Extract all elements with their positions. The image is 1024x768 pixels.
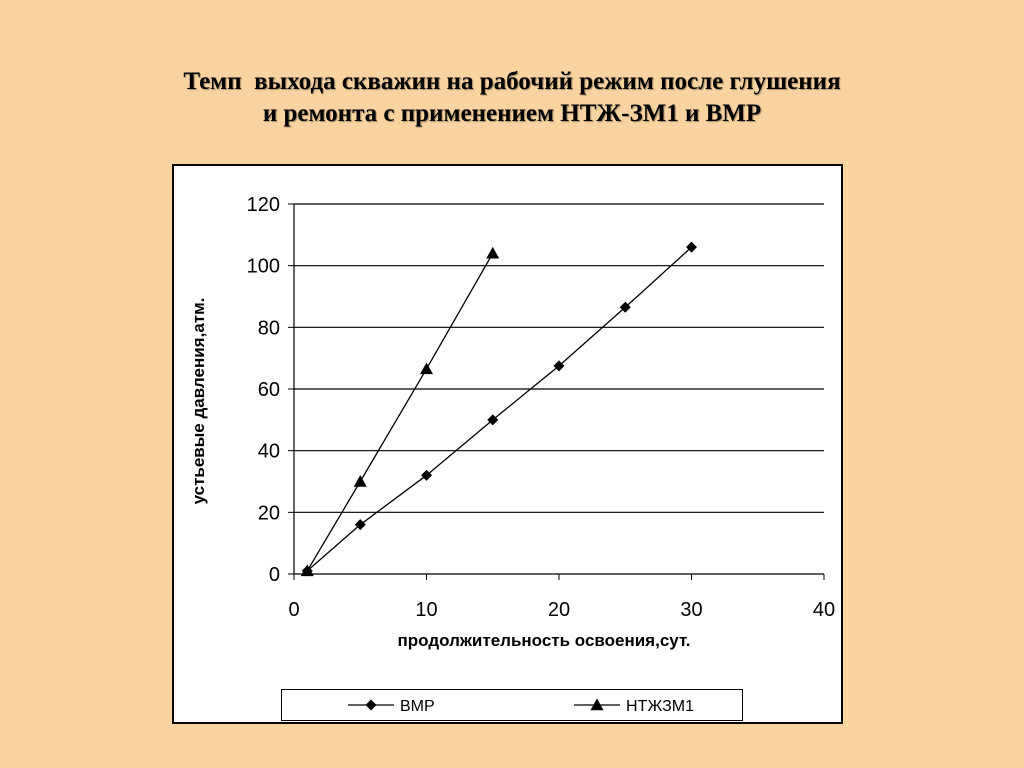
series-1-point-3 [486,246,500,259]
line-chart: 0 20 40 60 80 100 120 0 10 20 30 40 продолжительност… [189,194,835,650]
series-0-point-6 [686,241,697,253]
series-0-point-4 [553,360,565,372]
slide-title: Темп выхода скважин на рабочий режим пос… [0,66,1024,130]
legend-label-1: НТЖЗМ1 [626,698,694,715]
slide-title-line-2: и ремонта с применением НТЖ-ЗМ1 и ВМР [262,100,762,127]
series-0-point-5 [619,301,631,313]
y-tick-label-120: 120 [247,194,280,216]
series-0-point-1 [354,519,366,531]
y-tick-label-60: 60 [258,379,280,401]
series-0-line [306,246,692,572]
x-tick-label-0: 0 [288,599,299,621]
series-1-point-0 [300,564,314,577]
slide-title-line-1: Темп выхода скважин на рабочий режим пос… [183,68,841,95]
series-1-point-1 [353,475,367,487]
y-tick-label-0: 0 [269,564,280,586]
series-layer [300,241,697,577]
series-0-point-2 [421,469,432,481]
y-axis-title: устьевые давления,атм. [189,298,208,505]
series-1-line [306,253,494,572]
x-tick-label-20: 20 [548,599,570,621]
x-tick-label-40: 40 [813,599,835,621]
legend-marker-0 [365,699,377,711]
y-tick-label-100: 100 [247,256,280,278]
legend: ВМР НТЖЗМ1 [281,689,743,721]
x-tick-label-30: 30 [680,599,702,621]
axis-layer [288,203,825,580]
label-layer: 0 20 40 60 80 100 120 0 10 20 30 40 продолжительност… [189,194,835,650]
chart-area: 0 20 40 60 80 100 120 0 10 20 30 40 продолжительност… [172,164,843,724]
grid-layer [294,203,824,513]
x-tick-label-10: 10 [415,599,437,621]
y-tick-label-80: 80 [258,317,280,339]
x-axis-title: продолжительность освоения,сут. [398,631,691,650]
series-0-point-3 [487,414,499,426]
legend-marker-1 [590,698,604,711]
series-1-point-2 [420,362,433,375]
y-tick-label-20: 20 [258,502,280,524]
y-tick-label-40: 40 [258,441,280,463]
legend-label-0: ВМР [400,698,435,715]
